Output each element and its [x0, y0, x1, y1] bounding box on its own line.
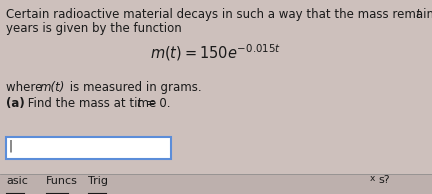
Text: asic: asic — [6, 176, 28, 186]
Text: Find the mass at time: Find the mass at time — [24, 97, 160, 110]
Text: Funcs: Funcs — [46, 176, 78, 186]
Text: Trig: Trig — [88, 176, 108, 186]
Bar — [0, 174, 432, 194]
FancyBboxPatch shape — [6, 137, 171, 159]
Text: t: t — [415, 8, 419, 21]
Text: t: t — [136, 97, 141, 110]
Text: (a): (a) — [6, 97, 25, 110]
Text: where: where — [6, 81, 46, 94]
Text: m(t): m(t) — [40, 81, 65, 94]
Text: x: x — [370, 174, 375, 183]
Text: Certain radioactive material decays in such a way that the mass remaining after: Certain radioactive material decays in s… — [6, 8, 432, 21]
Text: $\mathit{m}(t) = 150e^{-0.015t}$: $\mathit{m}(t) = 150e^{-0.015t}$ — [150, 42, 282, 63]
Text: |: | — [8, 139, 12, 152]
Text: is measured in grams.: is measured in grams. — [66, 81, 202, 94]
Text: s?: s? — [378, 175, 390, 185]
Text: = 0.: = 0. — [142, 97, 171, 110]
Text: years is given by the function: years is given by the function — [6, 22, 182, 35]
